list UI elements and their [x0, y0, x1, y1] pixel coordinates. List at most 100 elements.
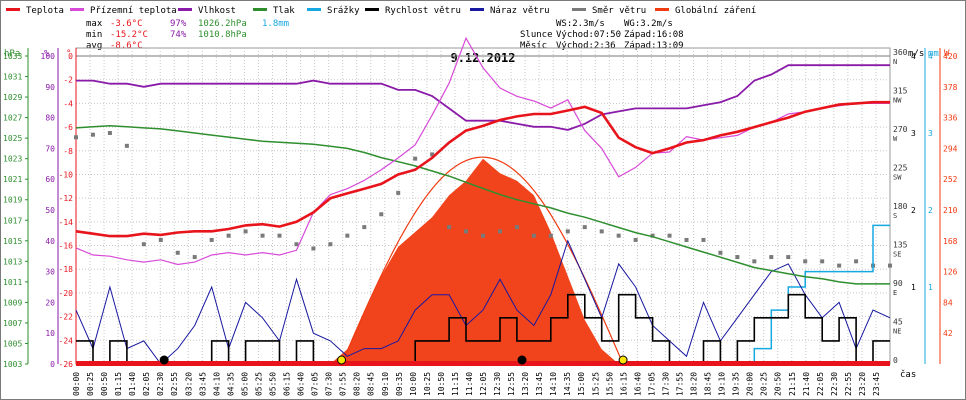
dir-tick-label: 45 — [893, 318, 903, 327]
temp-tick-label: -24 — [59, 336, 74, 345]
series-tlak — [75, 125, 890, 285]
wind-direction-point — [192, 255, 197, 260]
x-tick-label: 01:40 — [128, 372, 137, 396]
dir-letter-label: SE — [893, 251, 901, 259]
dir-letter-label: S — [893, 212, 897, 220]
wind-direction-point — [74, 135, 78, 140]
press-tick-label: 1019 — [3, 196, 22, 205]
x-tick-label: 12:55 — [507, 372, 516, 396]
wind-direction-point — [379, 212, 384, 217]
wind-direction-point — [345, 233, 350, 238]
wind-direction-point — [837, 263, 842, 268]
x-tick-label: 16:40 — [633, 372, 642, 396]
wind-direction-point — [311, 246, 316, 251]
dir-tick-label: 360 — [893, 48, 908, 57]
x-tick-label: 15:00 — [577, 372, 586, 396]
x-tick-label: 08:20 — [353, 372, 362, 396]
hum-tick-label: 100 — [41, 52, 56, 61]
wind-direction-point — [328, 242, 333, 247]
temp-tick-label: -6 — [63, 123, 73, 132]
wind-direction-point — [260, 233, 265, 238]
x-tick-label: 22:05 — [816, 372, 825, 396]
legend-label: Náraz větru — [490, 6, 550, 16]
x-tick-label: 00:25 — [86, 372, 95, 396]
stat-avg-temp: -8.6°C — [110, 41, 143, 51]
moon-marker — [517, 355, 527, 365]
hum-tick-label: 40 — [45, 237, 55, 246]
temp-tick-label: -2 — [63, 76, 73, 85]
dir-tick-label: 270 — [893, 125, 908, 134]
x-tick-label: 19:35 — [732, 372, 741, 396]
x-tick-label: 22:55 — [844, 372, 853, 396]
x-tick-label: 10:00 — [409, 372, 418, 396]
series-rychlost-vetru — [76, 293, 890, 365]
wind-direction-point — [548, 233, 553, 238]
temp-tick-label: -20 — [59, 289, 74, 298]
rad-tick-label: 84 — [943, 298, 953, 307]
wind-direction-point — [294, 242, 299, 247]
x-tick-label: 04:10 — [212, 372, 221, 396]
x-tick-label: 23:45 — [872, 372, 881, 396]
rad-tick-label: 252 — [943, 175, 958, 184]
series-teplota — [75, 100, 890, 238]
rain-tick-label: 2 — [928, 206, 933, 215]
wind-direction-point — [464, 229, 469, 234]
legend-label: Vlhkost — [198, 6, 236, 16]
rad-tick-label: 294 — [943, 144, 958, 153]
wind-direction-point — [854, 259, 859, 264]
x-tick-label: 18:45 — [704, 372, 713, 396]
x-tick-label: 02:30 — [156, 372, 165, 396]
legend-swatch — [70, 8, 84, 11]
press-tick-label: 1013 — [3, 257, 22, 266]
hum-tick-label: 80 — [45, 114, 55, 123]
wind-direction-point — [90, 132, 95, 137]
x-tick-label: 23:20 — [858, 372, 867, 396]
dir-letter-label: W — [893, 135, 898, 143]
x-tick-label: 07:05 — [311, 372, 320, 396]
wind-direction-point — [107, 131, 112, 135]
x-tick-label: 14:35 — [563, 372, 572, 396]
rad-tick-label: 378 — [943, 83, 958, 92]
x-tick-label: 07:55 — [339, 372, 348, 396]
press-tick-label: 1033 — [3, 52, 22, 61]
stat-max-hum: 97% — [170, 19, 187, 29]
wind-direction-point — [769, 255, 774, 260]
wind-direction-point — [141, 242, 146, 247]
sun-label: Slunce — [520, 30, 553, 40]
legend-swatch — [6, 8, 20, 11]
dir-tick-label: 135 — [893, 241, 908, 250]
wind-direction-point — [803, 259, 808, 264]
legend-swatch — [470, 8, 484, 11]
stat-min-temp: -15.2°C — [110, 30, 148, 40]
x-tick-label: 21:40 — [802, 372, 811, 396]
wind-direction-point — [243, 229, 248, 234]
x-tick-label: 10:25 — [423, 372, 432, 396]
stat-min-press: 1010.8hPa — [198, 30, 247, 40]
rad-tick-label: 168 — [943, 237, 958, 246]
wind-direction-point — [226, 233, 231, 238]
press-tick-label: 1007 — [3, 319, 22, 328]
stat-min-label: min — [86, 30, 102, 40]
wind-axis-title: m/s — [908, 49, 924, 59]
series-naraz-vetru — [75, 239, 891, 365]
rain-tick-label: 3 — [928, 129, 933, 138]
x-tick-label: 15:25 — [591, 372, 600, 396]
dir-tick-label: 0 — [893, 356, 898, 365]
moon-label: Měsíc — [520, 41, 547, 51]
temp-axis-title: ° — [66, 49, 71, 59]
stat-max-label: max — [86, 19, 103, 29]
hum-tick-label: 10 — [45, 329, 55, 338]
x-tick-label: 05:50 — [268, 372, 277, 396]
wind-direction-point — [888, 263, 892, 268]
temp-tick-label: -10 — [59, 170, 74, 179]
legend-swatch — [307, 8, 321, 11]
dir-letter-label: SW — [893, 174, 902, 182]
x-tick-label: 11:15 — [451, 372, 460, 396]
moon-marker — [159, 355, 169, 365]
legend-swatch — [253, 8, 267, 11]
wind-direction-point — [497, 229, 502, 234]
hum-axis-title: % — [44, 49, 50, 59]
hum-tick-label: 30 — [45, 268, 55, 277]
x-tick-label: 07:30 — [325, 372, 334, 396]
